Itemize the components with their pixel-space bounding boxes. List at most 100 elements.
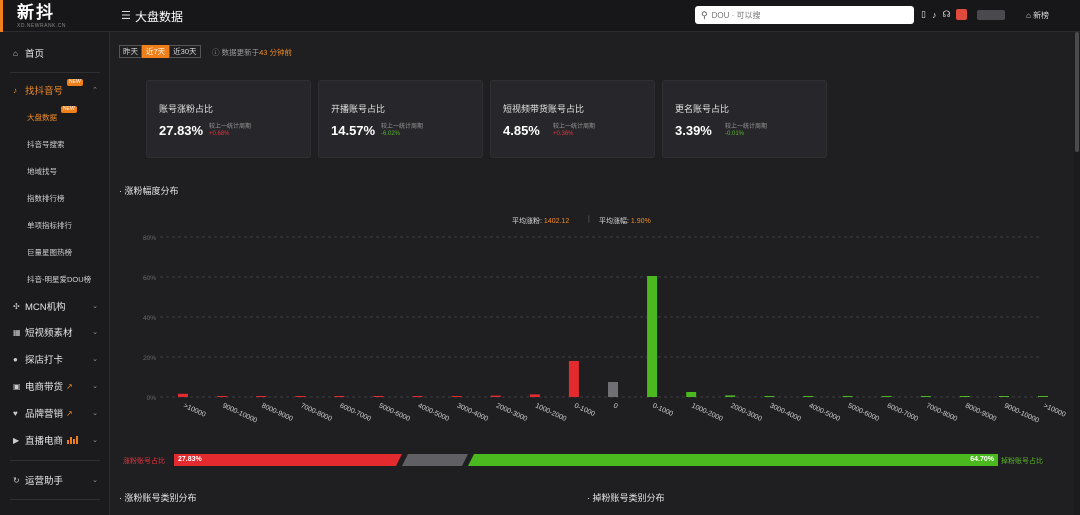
logo-text: 新抖 bbox=[17, 3, 55, 22]
card-compare-label: 较上一统计周期 bbox=[725, 124, 768, 130]
sidebar-item-mcn[interactable]: ✣ MCN机构 ⌄ bbox=[0, 297, 110, 315]
sidebar-divider bbox=[10, 499, 100, 500]
page-title: 大盘数据 bbox=[135, 10, 184, 24]
bar bbox=[803, 396, 814, 397]
mobile-icon[interactable]: ▯ bbox=[921, 9, 926, 19]
sidebar-item-label: 找抖音号 bbox=[25, 86, 64, 97]
chevron-down-icon: ⌄ bbox=[92, 477, 98, 484]
sidebar-item-label: MCN机构 bbox=[25, 302, 66, 313]
new-list-label: 新榜 bbox=[1033, 11, 1050, 20]
update-time: 43 分钟前 bbox=[259, 48, 293, 57]
sidebar: ⌂ 首页 ♪ 找抖音号 ⌃ NEW 大盘数据 NEW 抖音号搜索 地域找号 指数排行… bbox=[0, 32, 110, 515]
sidebar-subitem-search[interactable]: 抖音号搜索 bbox=[27, 140, 65, 149]
grid-icon: ▦ bbox=[13, 327, 21, 337]
search-icon[interactable]: ⚲ bbox=[701, 9, 708, 20]
stat-card-video-sales: 短视频带货账号占比 4.85% 较上一统计周期 +0.36% bbox=[490, 80, 655, 158]
chevron-down-icon: ⌄ bbox=[92, 329, 98, 336]
sidebar-subitem-star-hot[interactable]: 巨量星图热榜 bbox=[27, 248, 72, 257]
sidebar-item-label: 运营助手 bbox=[25, 476, 64, 487]
x-tick-label: 2000-3000 bbox=[495, 402, 528, 423]
search-box[interactable]: ⚲ bbox=[695, 6, 914, 24]
scrollbar[interactable] bbox=[1074, 32, 1080, 515]
sidebar-subitem-star-dou[interactable]: 抖音-明星爱DOU榜 bbox=[27, 275, 92, 284]
trend-icon: ↗ bbox=[66, 408, 73, 418]
avg-gain-label: 平均涨粉: bbox=[512, 218, 542, 225]
x-tick-label: >10000 bbox=[182, 402, 206, 418]
trend-icon: ↗ bbox=[66, 381, 73, 391]
card-value: 14.57% bbox=[331, 123, 376, 138]
stat-card-live: 开播账号占比 14.57% 较上一统计周期 -6.02% bbox=[318, 80, 483, 158]
x-tick-label: 0-1000 bbox=[651, 402, 674, 418]
chevron-down-icon: ⌄ bbox=[92, 410, 98, 417]
bar bbox=[881, 396, 892, 397]
avatar[interactable] bbox=[977, 9, 1006, 20]
bar bbox=[451, 396, 462, 397]
section-title-text: 掉粉账号类别分布 bbox=[592, 493, 665, 503]
x-tick-label: 4000-5000 bbox=[417, 402, 450, 423]
chevron-down-icon: ⌄ bbox=[92, 303, 98, 310]
card-compare-label: 较上一统计周期 bbox=[209, 124, 252, 130]
sidebar-item-find-douyin[interactable]: ♪ 找抖音号 ⌃ bbox=[0, 81, 110, 99]
tab-7days[interactable]: 近7天 bbox=[142, 45, 170, 58]
search-input[interactable] bbox=[711, 10, 902, 20]
sidebar-item-live[interactable]: ▶ 直播电商 ⌄ bbox=[0, 431, 110, 449]
avg-gain-value: 1402.12 bbox=[543, 218, 570, 225]
new-list-link[interactable]: ⌂ 新榜 bbox=[1026, 10, 1049, 21]
bar bbox=[647, 276, 658, 397]
sidebar-item-label: 电商带货 bbox=[25, 382, 64, 393]
tiktok-icon[interactable]: ♪ bbox=[931, 9, 937, 20]
sidebar-subitem-index-rank[interactable]: 指数排行榜 bbox=[27, 194, 65, 203]
sidebar-item-label: 探店打卡 bbox=[25, 355, 64, 366]
x-tick-label: 7000-8000 bbox=[925, 402, 958, 423]
home-icon: ⌂ bbox=[13, 48, 18, 58]
sidebar-subitem-region[interactable]: 地域找号 bbox=[27, 167, 57, 176]
x-tick-label: 1000-2000 bbox=[690, 402, 723, 423]
shop-icon: ▣ bbox=[13, 381, 21, 391]
sidebar-item-home[interactable]: ⌂ 首页 bbox=[0, 44, 110, 62]
x-tick-label: 0 bbox=[612, 402, 619, 410]
gift-icon[interactable] bbox=[956, 9, 968, 20]
card-compare-label: 较上一统计周期 bbox=[381, 124, 424, 130]
scrollbar-thumb[interactable] bbox=[1075, 32, 1079, 152]
tab-yesterday[interactable]: 昨天 bbox=[119, 45, 142, 58]
mcn-icon: ✣ bbox=[13, 301, 20, 311]
bar bbox=[1038, 396, 1048, 397]
section-title-gain-category: · 涨粉账号类别分布 bbox=[119, 493, 197, 503]
avg-rate-label: 平均涨幅: bbox=[599, 218, 629, 225]
sidebar-item-video-material[interactable]: ▦ 短视频素材 ⌄ bbox=[0, 323, 110, 341]
section-title-distribution: · 涨粉幅度分布 bbox=[119, 186, 179, 196]
x-tick-label: 3000-4000 bbox=[456, 402, 489, 423]
bar bbox=[178, 393, 188, 397]
bar bbox=[842, 396, 853, 397]
x-tick-label: 8000-9000 bbox=[260, 402, 293, 423]
headset-icon[interactable]: ☊ bbox=[942, 9, 951, 19]
menu-icon[interactable]: ☰ bbox=[121, 10, 131, 22]
update-info: ⓘ 数据更新于43 分钟前 bbox=[212, 47, 292, 58]
logo[interactable]: 新抖 XD.NEWRANK.CN bbox=[0, 0, 110, 32]
x-tick-label: 9000-10000 bbox=[1003, 402, 1040, 424]
sidebar-subitem-market-data[interactable]: 大盘数据 bbox=[27, 113, 57, 122]
fans-gain-distribution-chart: 0%20%40%60%80%>10000 9000-10000 8000-9000 7… bbox=[143, 235, 1067, 425]
top-bar: 新抖 XD.NEWRANK.CN ☰ 大盘数据 ⚲ ▯ ♪ ☊ ⌂ 新榜 bbox=[0, 0, 1080, 32]
loss-ratio-label: 掉粉账号占比 bbox=[1001, 458, 1043, 465]
sidebar-item-ops-assistant[interactable]: ↻ 运营助手 ⌄ bbox=[0, 471, 110, 489]
live-icon: ▶ bbox=[13, 435, 20, 445]
loss-ratio-segment bbox=[468, 454, 998, 466]
brand-icon: ♥ bbox=[13, 408, 18, 418]
sidebar-divider bbox=[10, 72, 100, 73]
info-icon: ⓘ bbox=[212, 48, 222, 57]
stat-card-rename: 更名账号占比 3.39% 较上一统计周期 -0.01% bbox=[662, 80, 827, 158]
sidebar-item-store-checkin[interactable]: ● 探店打卡 ⌄ bbox=[0, 350, 110, 368]
sidebar-subitem-metric-rank[interactable]: 单项指标排行 bbox=[27, 221, 72, 230]
bar bbox=[998, 396, 1009, 397]
section-title-text: 涨粉账号类别分布 bbox=[124, 493, 197, 503]
bar bbox=[608, 382, 618, 397]
x-tick-label: 5000-6000 bbox=[847, 402, 880, 423]
card-title: 开播账号占比 bbox=[331, 104, 386, 114]
card-delta: -6.02% bbox=[381, 131, 401, 137]
sidebar-item-ecommerce[interactable]: ▣ 电商带货 ↗ ⌄ bbox=[0, 377, 110, 395]
sidebar-item-brand[interactable]: ♥ 品牌营销 ↗ ⌄ bbox=[0, 404, 110, 422]
y-tick-label: 60% bbox=[143, 275, 156, 282]
sidebar-item-label: 首页 bbox=[25, 49, 45, 60]
tab-30days[interactable]: 近30天 bbox=[169, 45, 201, 58]
